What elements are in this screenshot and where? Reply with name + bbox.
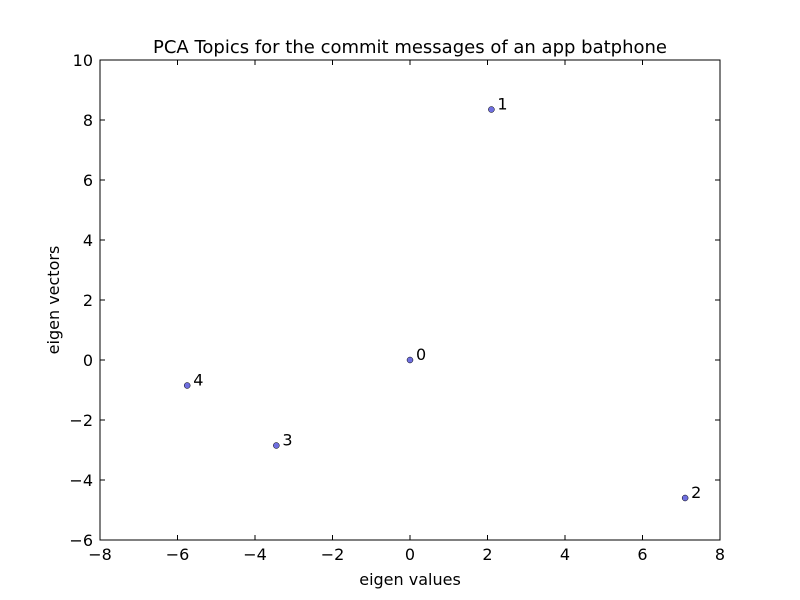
data-point (406, 356, 414, 364)
y-tick-label: 8 (83, 111, 93, 130)
axis-ticks (99, 59, 721, 541)
data-point-labels: 0 1 2 3 4 (193, 95, 701, 503)
x-tick-label: 4 (560, 545, 570, 564)
x-tick-label: 0 (405, 545, 415, 564)
y-tick-label: 2 (83, 291, 93, 310)
x-tick-label: −6 (166, 545, 190, 564)
data-point-label: 1 (497, 95, 507, 114)
y-axis-label: eigen vectors (44, 246, 63, 355)
y-tick-label: −6 (69, 531, 93, 550)
y-tick-label: −4 (69, 471, 93, 490)
x-tick-label: 2 (482, 545, 492, 564)
x-tick-label: 8 (715, 545, 725, 564)
x-tick-label: −8 (88, 545, 112, 564)
y-tick-label: 6 (83, 171, 93, 190)
data-point-label: 0 (416, 345, 426, 364)
data-point (273, 442, 280, 449)
data-point (681, 494, 689, 502)
data-point-label: 3 (282, 431, 292, 450)
y-tick-label: 4 (83, 231, 93, 250)
data-point-label: 4 (193, 371, 203, 390)
data-point-label: 2 (691, 483, 701, 502)
data-point (488, 106, 495, 113)
y-tick-label: 0 (83, 351, 93, 370)
data-point (183, 382, 191, 389)
y-tick-label: −2 (69, 411, 93, 430)
x-tick-label: −2 (321, 545, 345, 564)
chart-title: PCA Topics for the commit messages of an… (153, 37, 667, 58)
y-tick-label: 10 (73, 51, 93, 70)
data-points (183, 106, 689, 502)
x-axis-label: eigen values (359, 570, 461, 589)
x-tick-label: 6 (637, 545, 647, 564)
plot-frame (99, 59, 721, 541)
x-tick-label: −4 (243, 545, 267, 564)
